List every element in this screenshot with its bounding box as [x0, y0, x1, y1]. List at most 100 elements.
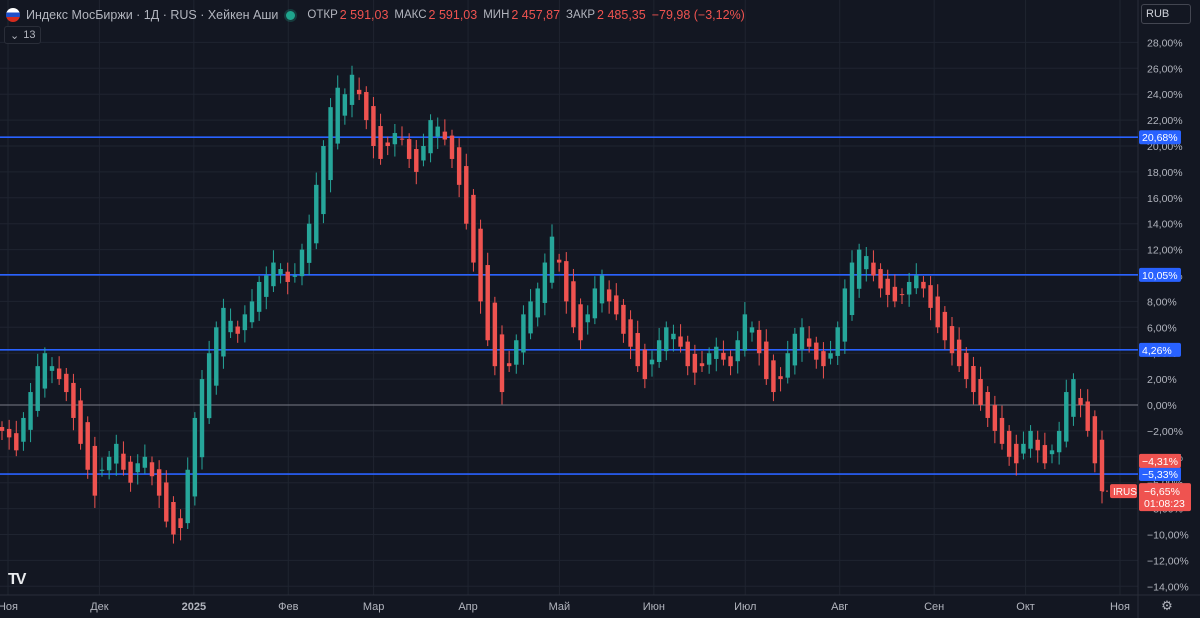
symbol-header: Индекс МосБиржи · 1Д · RUS · Хейкен Аши …: [6, 5, 745, 25]
candle-body: [971, 365, 976, 393]
candle-body: [728, 356, 733, 367]
x-tick-label: Авг: [831, 601, 848, 613]
candle-body: [628, 319, 633, 347]
y-tick-label: 22,00%: [1147, 115, 1183, 127]
candle-body: [185, 469, 190, 524]
level-label: 10,05%: [1142, 270, 1178, 282]
candle-body: [885, 278, 890, 295]
tradingview-logo-icon[interactable]: TV: [8, 571, 27, 588]
change-value: −79,98 (−3,12%): [651, 8, 745, 22]
candle-body: [85, 422, 90, 470]
y-tick-label: 14,00%: [1147, 219, 1183, 231]
candle-body: [71, 382, 76, 418]
candle-body: [649, 359, 655, 365]
y-tick-label: 28,00%: [1147, 37, 1183, 49]
candle-body: [371, 106, 376, 146]
candle-body: [464, 166, 469, 224]
market-status-icon: [286, 10, 296, 20]
candle-body: [1021, 443, 1026, 454]
candle-body: [742, 314, 748, 351]
x-tick-label: Дек: [90, 601, 109, 613]
candle-body: [1014, 443, 1019, 464]
candle-body: [771, 360, 776, 393]
level-tag: [1139, 467, 1181, 482]
countdown-timer: 01:08:23: [1144, 498, 1185, 510]
candle-body: [321, 146, 326, 215]
candle-body: [599, 275, 605, 304]
level-label: −5,33%: [1142, 469, 1178, 481]
level-label: 20,68%: [1142, 132, 1178, 144]
y-tick-label: 26,00%: [1147, 63, 1183, 75]
candle-body: [1035, 439, 1040, 451]
candle-body: [64, 373, 69, 393]
candle-body: [506, 363, 512, 367]
candle-body: [399, 138, 405, 140]
y-tick-label: −14,00%: [1147, 581, 1189, 593]
candle-body: [814, 342, 819, 360]
candle-body: [835, 327, 840, 356]
candle-body: [1042, 445, 1048, 464]
x-tick-label: Сен: [924, 601, 944, 613]
candle-body: [785, 353, 790, 378]
x-tick-label: Апр: [458, 601, 477, 613]
symbol-title[interactable]: Индекс МосБиржи · 1Д · RUS · Хейкен Аши: [26, 8, 279, 22]
candle-body: [385, 142, 390, 146]
candle-body: [206, 353, 212, 419]
candle-body: [949, 326, 955, 354]
candle-body: [999, 417, 1005, 444]
close-value: 2 485,35: [597, 8, 646, 22]
y-tick-label: 2,00%: [1147, 374, 1177, 386]
level-tag: [1139, 267, 1181, 282]
open-value: 2 591,03: [339, 8, 389, 22]
candle-body: [564, 261, 569, 302]
y-tick-label: 18,00%: [1147, 167, 1183, 179]
candle-body: [921, 281, 926, 289]
candle-body: [606, 289, 612, 302]
candle-body: [192, 417, 198, 497]
candle-body: [271, 262, 276, 287]
symbol-tag-label: IRUS: [1113, 487, 1137, 498]
candle-body: [178, 518, 183, 529]
candle-body: [42, 353, 48, 389]
russia-flag-icon: [6, 8, 20, 22]
x-tick-label: Ноя: [1110, 601, 1130, 613]
candle-body: [535, 288, 540, 318]
candle-body: [956, 339, 962, 367]
candle-body: [685, 341, 690, 367]
gear-icon[interactable]: ⚙: [1161, 598, 1173, 613]
candle-body: [349, 74, 355, 105]
candle-body: [49, 366, 55, 371]
candle-body: [314, 184, 319, 244]
candle-body: [635, 333, 640, 367]
close-label: ЗАКР: [566, 9, 596, 21]
candle-body: [235, 326, 240, 334]
candle-body: [906, 281, 912, 295]
candle-body: [692, 353, 698, 373]
currency-select[interactable]: RUB: [1141, 4, 1191, 24]
candle-body: [14, 433, 19, 451]
candle-body: [156, 469, 162, 496]
candle-body: [456, 147, 462, 185]
candle-body: [392, 133, 398, 145]
candle-body: [614, 295, 619, 315]
candle-body: [249, 301, 255, 323]
last-price-label: −6,65%: [1144, 486, 1180, 498]
low-value: 2 457,87: [511, 8, 561, 22]
candle-body: [135, 463, 140, 473]
indicators-toggle-button[interactable]: ⌄ 13: [4, 26, 42, 44]
candle-body: [1028, 430, 1033, 449]
candle-body: [642, 349, 648, 380]
candle-body: [0, 427, 5, 431]
candle-body: [871, 262, 876, 276]
high-value: 2 591,03: [428, 8, 478, 22]
candle-body: [656, 340, 662, 363]
candle-body: [428, 120, 433, 154]
candle-body: [749, 327, 755, 333]
candle-body: [1071, 379, 1076, 417]
candle-body: [292, 275, 298, 277]
candle-body: [328, 107, 333, 181]
x-tick-label: Май: [549, 601, 571, 613]
candle-body: [585, 314, 590, 323]
